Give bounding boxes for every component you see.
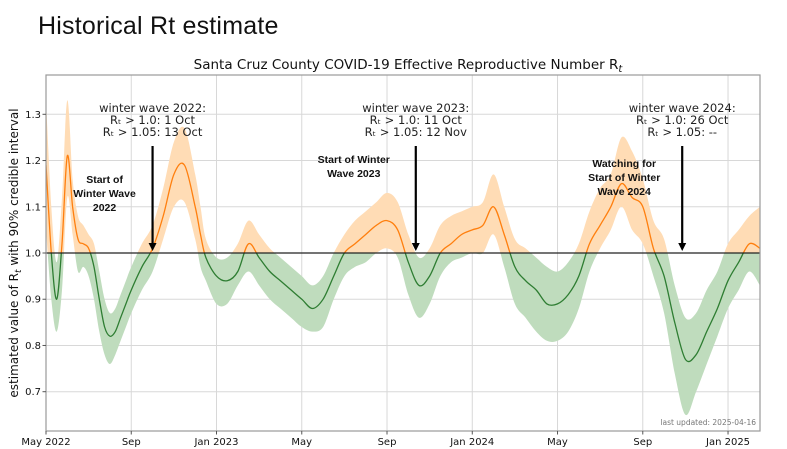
annotation-threshold-line: Rₜ > 1.0: 1 Oct xyxy=(110,113,195,127)
x-tick-label: Jan 2023 xyxy=(193,437,238,448)
annotation-arrow-head-icon xyxy=(411,243,420,251)
y-axis-label-subscript: t xyxy=(14,269,24,273)
x-tick-label: Sep xyxy=(378,437,397,448)
y-tick-label: 1.3 xyxy=(25,110,41,121)
annotation-callout-label: Wave 2024 xyxy=(598,186,651,198)
annotation-callout-label: Start of xyxy=(86,174,123,186)
y-tick-label: 1.1 xyxy=(25,202,41,213)
y-tick-label: 0.7 xyxy=(25,387,41,398)
page-title: Historical Rt estimate xyxy=(38,12,279,40)
chart-title-text: Santa Cruz County COVID-19 Effective Rep… xyxy=(194,57,619,73)
x-tick-label: Jan 2024 xyxy=(449,437,494,448)
chart-title: Santa Cruz County COVID-19 Effective Rep… xyxy=(194,57,624,75)
x-axis-ticks: May 2022 Sep Jan 2023 May Sep Jan 2024 May Sep J… xyxy=(21,431,750,448)
annotation-callout-label: Start of Winter xyxy=(318,154,390,166)
annotation-callout-label: Wave 2023 xyxy=(327,168,380,180)
rt-line-above-1 xyxy=(46,155,760,253)
y-tick-label: 0.8 xyxy=(25,341,41,352)
annotation-callout-label: Start of Winter xyxy=(588,172,660,184)
y-axis-label-text: estimated value of R xyxy=(7,273,21,398)
x-tick-label: Sep xyxy=(122,437,141,448)
line-below-group xyxy=(50,253,745,363)
y-tick-label: 1.0 xyxy=(25,249,41,260)
grid-lines xyxy=(45,75,760,431)
annotation-heading: winter wave 2024: xyxy=(629,101,736,115)
x-tick-label: Jan 2025 xyxy=(705,437,750,448)
annotation-heading: winter wave 2023: xyxy=(362,101,469,115)
annotation-threshold-line: Rₜ > 1.0: 26 Oct xyxy=(636,113,729,127)
annotation-threshold-line: Rₜ > 1.05: 13 Oct xyxy=(103,125,203,139)
annotation-threshold-line: Rₜ > 1.05: -- xyxy=(647,125,717,139)
rt-line-below-1 xyxy=(50,253,745,363)
annotation-callout-label: 2022 xyxy=(93,202,117,214)
annotation-threshold-line: Rₜ > 1.05: 12 Nov xyxy=(365,125,467,139)
x-tick-label: May xyxy=(291,437,312,448)
y-tick-label: 0.9 xyxy=(25,295,41,306)
annotation-threshold-line: Rₜ > 1.0: 11 Oct xyxy=(370,113,463,127)
rt-series-lines xyxy=(46,155,760,363)
annotation-callout-label: Winter Wave xyxy=(73,188,136,200)
y-tick-label: 1.2 xyxy=(25,156,41,167)
annotation-callout-label: Watching for xyxy=(592,158,656,170)
x-tick-label: Sep xyxy=(633,437,652,448)
y-axis-label: estimated value of Rt with 90% credible … xyxy=(7,108,24,397)
band-below-group xyxy=(47,253,760,416)
annotation-arrow-head-icon xyxy=(678,243,687,251)
chart-title-subscript: t xyxy=(618,64,623,75)
annotation-arrow-head-icon xyxy=(148,243,157,251)
x-tick-label: May xyxy=(547,437,568,448)
last-updated-footnote: last updated: 2025-04-16 xyxy=(660,418,756,427)
annotation-heading: winter wave 2022: xyxy=(99,101,206,115)
line-above-group xyxy=(46,155,760,253)
x-tick-label: May 2022 xyxy=(21,437,70,448)
y-axis-ticks: 0.7 0.8 0.9 1.0 1.1 1.2 1.3 xyxy=(25,110,46,398)
y-axis-label-suffix: with 90% credible interval xyxy=(7,108,21,269)
credible-band-below-1 xyxy=(47,253,760,416)
